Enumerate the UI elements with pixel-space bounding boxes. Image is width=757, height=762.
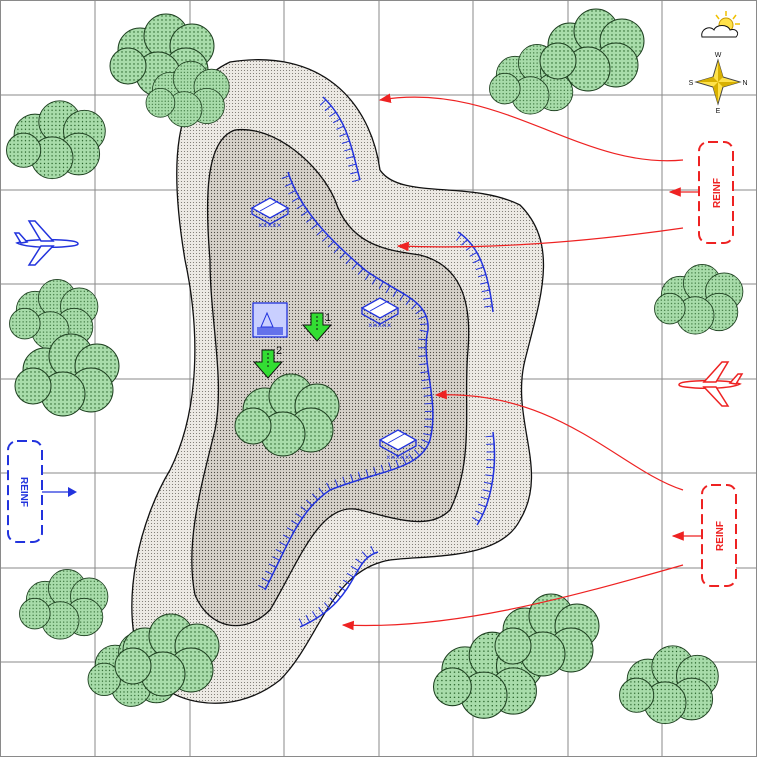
enemy-reinf-zone-upper[interactable]: REINF (670, 142, 733, 243)
command-post-icon[interactable] (253, 303, 287, 337)
compass-s: S (689, 80, 694, 87)
reinf-label: REINF (712, 178, 723, 208)
tree-cluster (15, 334, 119, 416)
hachure-tick (418, 339, 426, 340)
tree-cluster (495, 594, 599, 676)
objective-number: 1 (325, 312, 331, 324)
tree-cluster (540, 9, 644, 91)
friendly-aircraft-jet-icon[interactable] (15, 221, 78, 265)
hachure-tick (486, 467, 494, 468)
friendly-reinf-zone[interactable]: REINF (8, 441, 77, 542)
compass-n: N (742, 80, 747, 87)
hachure-tick (420, 324, 428, 325)
enemy-aircraft-jet-icon[interactable] (679, 362, 742, 406)
tree-cluster (6, 101, 105, 179)
svg-text:×××××: ××××× (368, 321, 392, 330)
tree-cluster (115, 614, 219, 696)
svg-text:×××××: ××××× (258, 221, 282, 230)
reinf-label: REINF (18, 477, 29, 507)
partly-sunny-icon[interactable] (702, 11, 740, 37)
svg-text:×××××: ××××× (386, 453, 410, 462)
compass-rose-icon[interactable]: W N E S (689, 52, 748, 115)
enemy-reinf-zone-lower[interactable]: REINF (673, 485, 736, 586)
tree-cluster (620, 646, 719, 724)
hachure-tick (418, 356, 426, 357)
objective-number: 2 (276, 345, 282, 357)
reinf-label: REINF (715, 521, 726, 551)
compass-e: E (716, 108, 721, 115)
compass-w: W (715, 52, 722, 59)
tree-cluster (20, 569, 108, 639)
hachure-tick (424, 403, 432, 404)
tree-cluster (655, 264, 743, 334)
